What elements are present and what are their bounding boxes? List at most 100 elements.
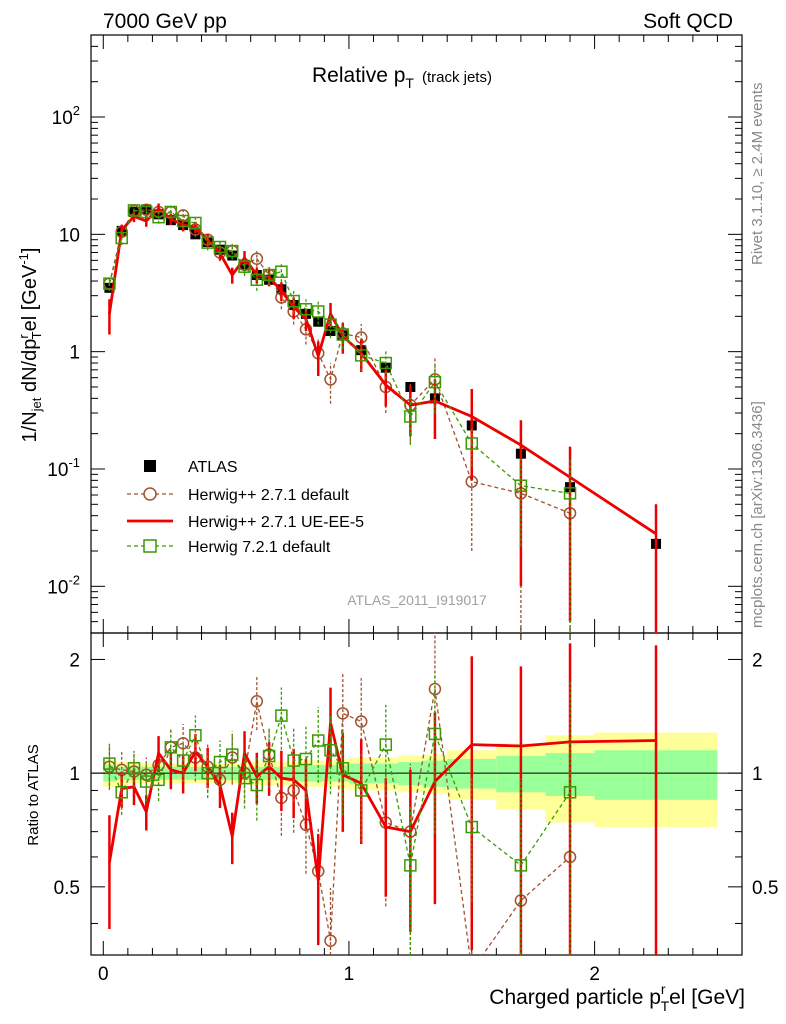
ratio-marker — [152, 773, 165, 787]
ratio-marker — [563, 786, 577, 799]
series-marker — [287, 294, 300, 308]
ratio-marker — [176, 736, 190, 750]
series-marker — [563, 487, 577, 500]
series-marker — [250, 273, 264, 287]
side-label-rivet: Rivet 3.1.10, ≥ 2.4M events — [749, 83, 766, 266]
analysis-id: ATLAS_2011_I919017 — [347, 592, 487, 608]
series-marker — [238, 260, 251, 273]
legend-marker — [143, 487, 157, 501]
ratio-marker — [354, 715, 368, 728]
main-plot-frame: 10-2 10-1 1 10 102 — [47, 34, 743, 634]
series-marker — [127, 204, 141, 217]
ratio-marker — [226, 748, 239, 761]
series-marker — [379, 356, 393, 370]
y-tick-label: 10-1 — [47, 455, 80, 481]
series-marker — [428, 375, 442, 389]
series-marker — [275, 265, 288, 278]
series-marker — [404, 410, 417, 423]
header-right: Soft QCD — [643, 10, 733, 33]
series-marker — [115, 231, 128, 245]
legend-marker — [143, 539, 157, 553]
ratio-marker — [311, 734, 325, 747]
series-marker — [152, 210, 165, 224]
ratio-marker — [514, 859, 528, 872]
ratio-marker — [262, 749, 276, 763]
series-marker — [176, 214, 190, 228]
ratio-marker — [164, 741, 178, 754]
x-tick-label: 2 — [589, 964, 600, 985]
legend: ATLAS Herwig++ 2.7.1 default Herwig++ 2.7.… — [127, 459, 364, 556]
ratio-y-tick-label-right: 0.5 — [752, 878, 778, 899]
series-marker — [164, 205, 178, 219]
series-marker — [189, 216, 202, 230]
series-marker — [201, 236, 214, 249]
side-label-mcplots: mcplots.cern.ch [arXiv:1306.3436] — [749, 401, 766, 628]
series-marker — [311, 305, 325, 318]
series-marker — [514, 479, 528, 492]
legend-label: ATLAS — [188, 459, 238, 476]
legend-label: Herwig 7.2.1 default — [188, 539, 331, 556]
ratio-marker — [201, 766, 214, 780]
ratio-series-line — [108, 722, 657, 881]
series-marker — [103, 277, 116, 290]
ratio-marker — [250, 778, 264, 792]
y-tick-label: 102 — [52, 103, 80, 129]
x-tick-label: 0 — [98, 964, 109, 985]
series-marker — [250, 252, 264, 265]
ratio-series-line — [108, 713, 571, 867]
ratio-marker — [336, 762, 350, 775]
ratio-marker — [404, 859, 417, 872]
ratio-y-axis-label: Ratio to ATLAS — [25, 744, 42, 845]
legend-label: Herwig++ 2.7.1 default — [188, 487, 350, 504]
series-marker — [336, 328, 350, 341]
series-marker — [262, 268, 276, 282]
ratio-marker — [115, 786, 128, 799]
header-left: 7000 GeV pp — [103, 10, 227, 33]
legend-atlas-marker — [144, 460, 156, 472]
ratio-marker — [465, 820, 479, 834]
series-marker — [324, 373, 337, 386]
ratio-plot-frame: 0 1 2 0.5 0.5 1 1 2 2 — [54, 35, 778, 985]
series-marker — [299, 302, 313, 316]
ratio-y-tick-label: 0.5 — [54, 878, 80, 899]
atlas-data-point — [227, 250, 238, 261]
series-marker — [324, 318, 337, 331]
ratio-marker — [213, 755, 227, 769]
y-axis-label: 1/Njet dN/dprTel [GeV-1] — [16, 248, 44, 443]
series-line — [108, 209, 571, 494]
ratio-marker — [379, 738, 393, 751]
ratio-marker — [127, 762, 141, 775]
ratio-y-tick-label-right: 1 — [752, 764, 763, 785]
y-tick-label: 10-2 — [47, 572, 80, 598]
y-tick-label: 10 — [59, 225, 80, 246]
ratio-series-line — [109, 688, 571, 955]
ratio-series-layer — [103, 633, 658, 955]
ratio-marker — [354, 784, 368, 797]
ratio-error-bands — [91, 732, 742, 828]
series-marker — [213, 240, 227, 254]
series-marker — [226, 244, 239, 258]
ratio-marker — [287, 754, 300, 767]
ratio-marker — [336, 707, 350, 720]
ratio-marker — [428, 727, 442, 741]
series-line — [108, 209, 571, 514]
series-marker — [465, 437, 479, 450]
ratio-marker — [238, 771, 251, 785]
ratio-marker — [140, 775, 153, 788]
x-tick-label: 1 — [344, 964, 355, 985]
ratio-y-tick-label: 1 — [69, 764, 80, 785]
legend-label: Herwig++ 2.7.1 UE-EE-5 — [188, 514, 364, 531]
ratio-marker — [176, 754, 190, 767]
main-series-layer — [103, 203, 662, 633]
x-axis-label: Charged particle pr Tel [GeV] — [489, 981, 745, 1014]
ratio-marker — [299, 752, 313, 766]
plot-title: Relative pT (track jets) — [312, 64, 492, 91]
ratio-marker — [250, 695, 264, 708]
y-tick-label: 1 — [69, 343, 80, 364]
ratio-marker — [189, 728, 202, 742]
ratio-marker — [275, 709, 288, 722]
ratio-marker — [324, 743, 337, 757]
ratio-marker — [324, 934, 337, 947]
